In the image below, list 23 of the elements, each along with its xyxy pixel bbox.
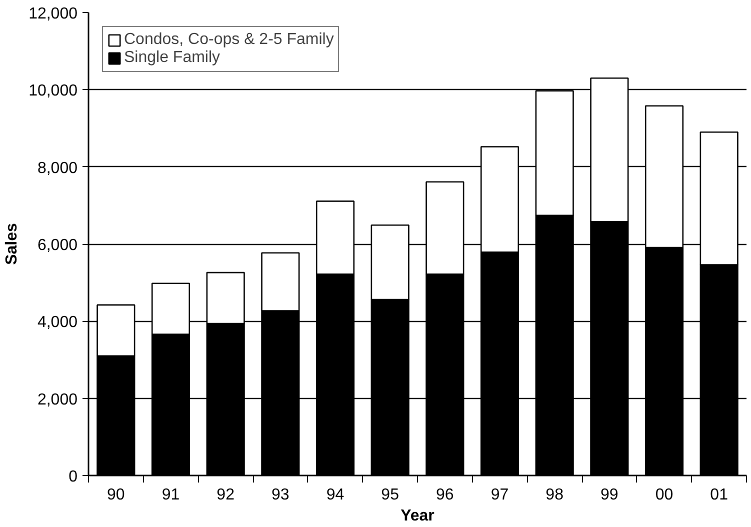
x-tick-label: 96 [436, 486, 454, 504]
x-tick-label: 01 [710, 486, 728, 504]
y-axis-title: Sales [4, 222, 21, 265]
y-tick-label: 10,000 [28, 82, 78, 100]
y-tick-label: 0 [68, 468, 78, 486]
x-tick-label: 00 [655, 486, 674, 504]
x-axis-title: Year [400, 508, 434, 524]
y-tick-label: 6,000 [37, 237, 78, 254]
x-tick-label: 95 [381, 486, 400, 504]
y-tick-label: 4,000 [37, 314, 78, 332]
x-tick-label: 98 [546, 486, 564, 504]
x-tick-label: 97 [490, 486, 509, 504]
x-tick-label: 94 [326, 486, 344, 504]
y-tick-label: 8,000 [37, 160, 78, 177]
x-tick-label: 93 [272, 486, 290, 504]
y-tick-label: 2,000 [37, 391, 78, 408]
y-tick-label: 12,000 [28, 6, 78, 22]
x-tick-label: 99 [600, 486, 618, 504]
legend-label: Single Family [124, 49, 220, 67]
legend-label: Condos, Co-ops & 2-5 Family [124, 31, 334, 49]
x-tick-label: 92 [216, 486, 235, 504]
x-tick-label: 91 [162, 486, 180, 504]
x-tick-label: 90 [107, 486, 125, 504]
